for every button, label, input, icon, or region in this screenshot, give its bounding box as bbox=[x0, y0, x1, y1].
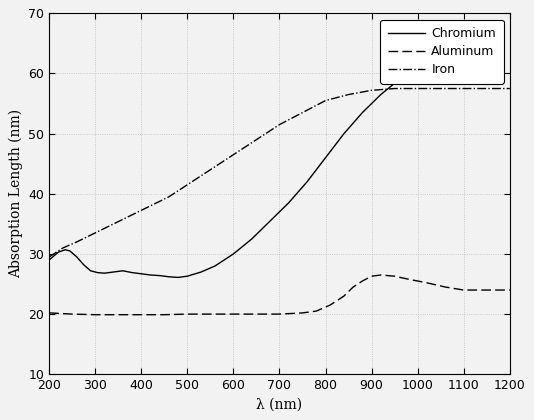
Iron bbox=[345, 92, 352, 97]
Chromium bbox=[359, 110, 366, 115]
Chromium bbox=[396, 77, 403, 82]
Chromium bbox=[81, 262, 87, 267]
Chromium bbox=[147, 273, 154, 278]
Aluminum bbox=[327, 302, 333, 307]
Iron bbox=[414, 86, 421, 91]
Chromium bbox=[55, 249, 61, 255]
Chromium bbox=[156, 273, 163, 278]
Iron bbox=[74, 239, 80, 244]
Chromium bbox=[249, 236, 255, 241]
Aluminum bbox=[69, 312, 75, 317]
Iron bbox=[184, 182, 191, 187]
X-axis label: λ (nm): λ (nm) bbox=[256, 398, 303, 412]
Iron bbox=[323, 98, 329, 103]
Chromium bbox=[230, 252, 237, 257]
Chromium bbox=[267, 218, 273, 223]
Chromium bbox=[74, 255, 80, 260]
Iron bbox=[460, 86, 467, 91]
Line: Chromium: Chromium bbox=[49, 61, 464, 277]
Aluminum bbox=[405, 277, 412, 282]
Iron bbox=[111, 221, 117, 226]
Chromium bbox=[304, 179, 310, 184]
Chromium bbox=[341, 131, 347, 136]
Aluminum bbox=[423, 280, 430, 285]
Aluminum bbox=[313, 309, 319, 314]
Aluminum bbox=[46, 310, 52, 315]
Aluminum bbox=[460, 288, 467, 293]
Aluminum bbox=[341, 294, 347, 299]
Iron bbox=[276, 122, 282, 127]
Aluminum bbox=[368, 274, 375, 279]
Chromium bbox=[198, 270, 205, 275]
Chromium bbox=[175, 275, 182, 280]
Iron bbox=[60, 245, 66, 250]
Chromium bbox=[46, 257, 52, 262]
Aluminum bbox=[507, 288, 513, 293]
Chromium bbox=[378, 92, 384, 97]
Chromium bbox=[138, 271, 145, 276]
Aluminum bbox=[92, 312, 98, 317]
Aluminum bbox=[359, 278, 366, 284]
Iron bbox=[484, 86, 490, 91]
Chromium bbox=[95, 270, 101, 275]
Aluminum bbox=[276, 312, 282, 317]
Chromium bbox=[460, 59, 467, 64]
Iron bbox=[230, 152, 237, 157]
Iron bbox=[166, 194, 172, 200]
Iron bbox=[147, 203, 154, 208]
Chromium bbox=[184, 274, 191, 279]
Iron bbox=[253, 137, 260, 142]
Chromium bbox=[88, 268, 94, 273]
Legend: Chromium, Aluminum, Iron: Chromium, Aluminum, Iron bbox=[380, 20, 504, 84]
Chromium bbox=[62, 247, 68, 252]
Aluminum bbox=[350, 284, 356, 289]
Aluminum bbox=[484, 288, 490, 293]
Chromium bbox=[129, 270, 135, 275]
Iron bbox=[129, 213, 135, 218]
Iron bbox=[207, 167, 214, 172]
Chromium bbox=[212, 263, 218, 268]
Chromium bbox=[414, 68, 421, 73]
Iron bbox=[391, 86, 398, 91]
Aluminum bbox=[230, 312, 237, 317]
Chromium bbox=[323, 155, 329, 160]
Iron bbox=[299, 110, 305, 115]
Aluminum bbox=[207, 312, 214, 317]
Chromium bbox=[120, 268, 126, 273]
Aluminum bbox=[442, 284, 449, 289]
Line: Iron: Iron bbox=[49, 89, 510, 257]
Iron bbox=[46, 255, 52, 260]
Aluminum bbox=[184, 312, 191, 317]
Chromium bbox=[67, 248, 73, 253]
Aluminum bbox=[115, 312, 121, 317]
Chromium bbox=[101, 270, 108, 276]
Aluminum bbox=[253, 312, 260, 317]
Chromium bbox=[437, 62, 444, 67]
Iron bbox=[92, 231, 98, 236]
Y-axis label: Absorption Length (nm): Absorption Length (nm) bbox=[9, 109, 23, 278]
Aluminum bbox=[138, 312, 145, 317]
Iron bbox=[437, 86, 444, 91]
Line: Aluminum: Aluminum bbox=[49, 275, 510, 315]
Iron bbox=[507, 86, 513, 91]
Chromium bbox=[111, 270, 117, 275]
Chromium bbox=[286, 200, 292, 205]
Chromium bbox=[166, 274, 172, 279]
Iron bbox=[368, 88, 375, 93]
Aluminum bbox=[161, 312, 168, 317]
Aluminum bbox=[378, 273, 384, 278]
Aluminum bbox=[391, 274, 398, 279]
Aluminum bbox=[299, 310, 305, 315]
